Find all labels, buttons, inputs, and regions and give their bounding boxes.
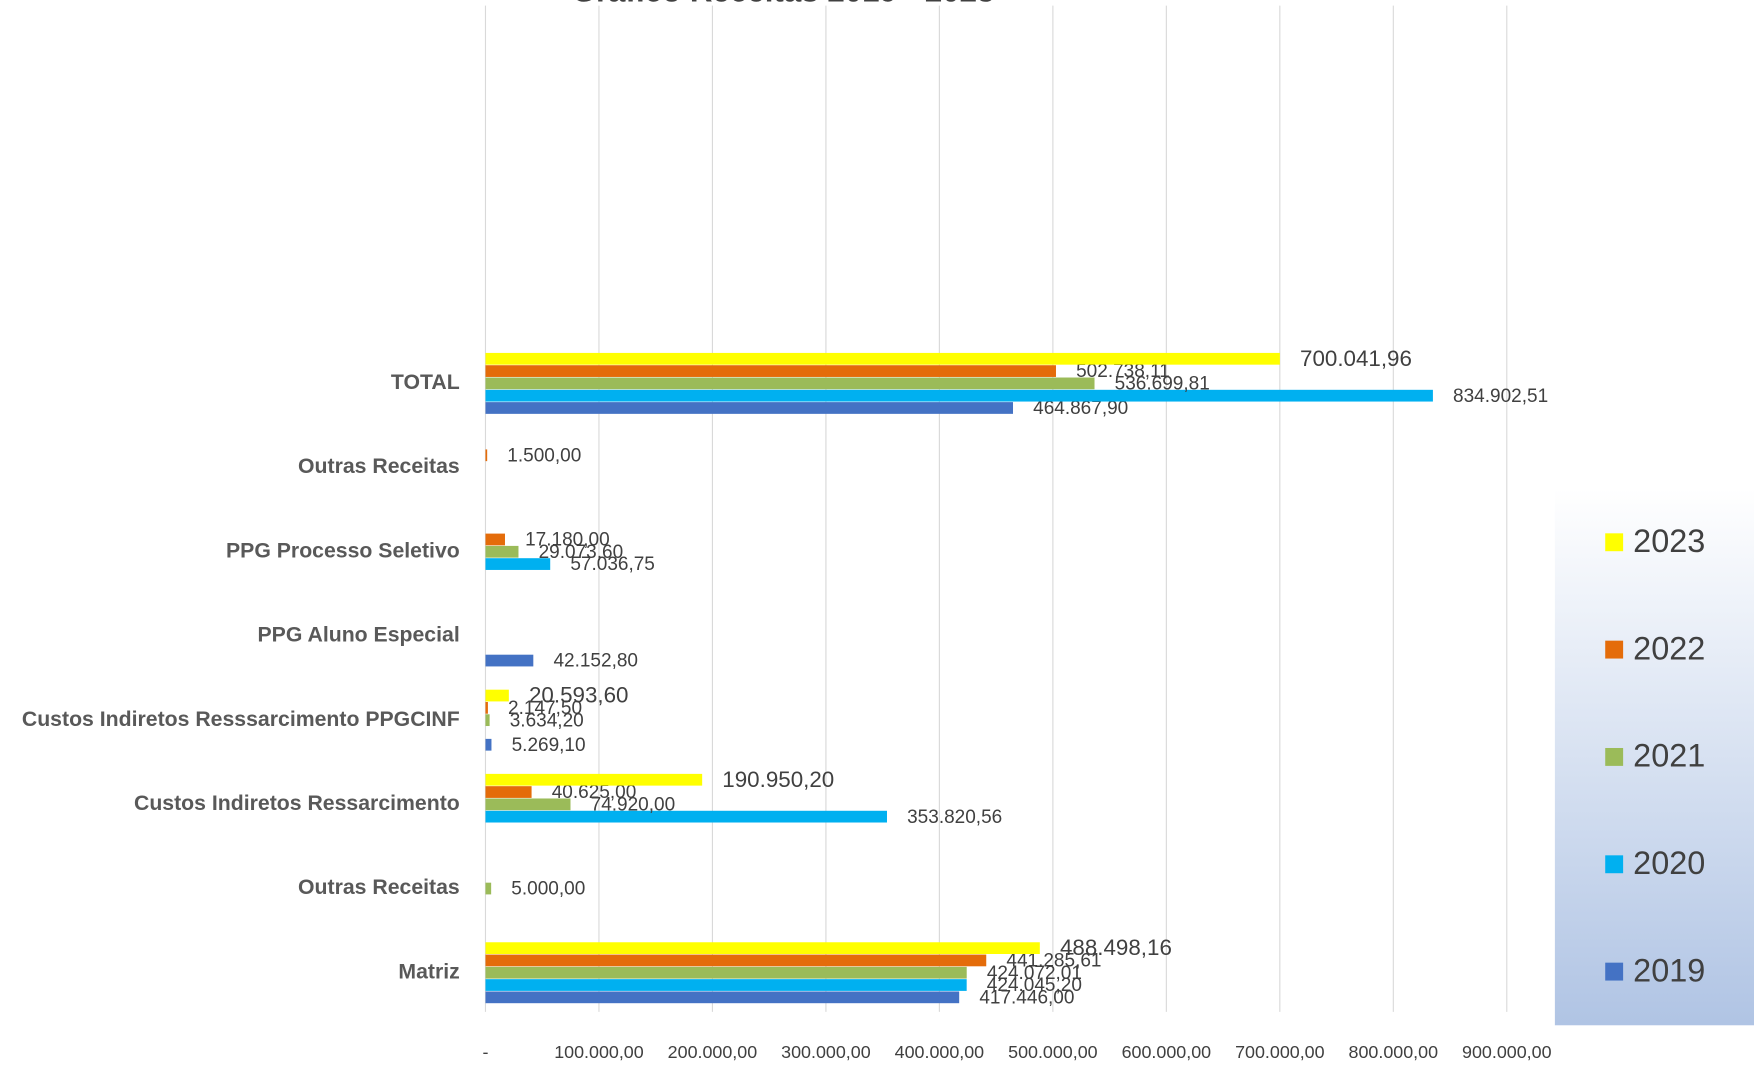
bar (485, 882, 492, 895)
bar (485, 798, 571, 811)
bar (485, 402, 1014, 414)
legend-swatch (1605, 855, 1624, 874)
value-label: 74.920,00 (591, 794, 676, 815)
value-label: 40.625,00 (552, 782, 637, 803)
category-label: TOTAL (391, 370, 460, 394)
bar (485, 810, 887, 823)
legend-swatch (1605, 747, 1624, 766)
value-label: 353.820,56 (907, 807, 1002, 828)
x-tick-label: - (483, 1042, 489, 1062)
value-label: 464.867,90 (1033, 398, 1128, 419)
x-tick-label: 700.000,00 (1235, 1042, 1325, 1062)
value-label: 17.180,00 (525, 530, 610, 551)
x-tick-label: 900.000,00 (1462, 1042, 1552, 1062)
chart-title: Gráfico Receitas 2019 - 2023 (572, 0, 995, 9)
legend-label: 2023 (1633, 523, 1705, 559)
bar (485, 954, 987, 967)
bar (485, 786, 532, 798)
bar (485, 558, 551, 570)
category-label: Custos Indiretos Resssarcimento PPGCINF (22, 707, 460, 731)
value-label: 42.152,80 (553, 651, 638, 672)
bar (485, 701, 488, 714)
value-label: 1.500,00 (507, 445, 581, 466)
x-tick-label: 800.000,00 (1349, 1042, 1439, 1062)
value-label: 424.072,01 (987, 963, 1082, 984)
legend-swatch (1605, 640, 1624, 659)
value-label: 20.593,60 (529, 683, 629, 708)
category-label: PPG Aluno Especial (258, 623, 460, 647)
legend-label: 2020 (1633, 845, 1705, 881)
value-label: 57.036,75 (570, 554, 655, 575)
bar (485, 377, 1095, 390)
value-label: 5.269,10 (512, 735, 586, 756)
value-label: 536.699,81 (1115, 374, 1210, 395)
legend-label: 2019 (1633, 952, 1705, 988)
bar (485, 545, 519, 558)
value-label: 417.446,00 (979, 987, 1074, 1008)
bar (485, 942, 1040, 954)
legend-swatch (1605, 533, 1624, 552)
category-label: Custos Indiretos Ressarcimento (134, 791, 460, 815)
value-label: 502.738,11 (1076, 361, 1170, 382)
bar (485, 714, 490, 727)
bar (485, 689, 509, 702)
bar (485, 738, 492, 751)
value-label: 2.147,50 (508, 698, 582, 719)
x-tick-label: 300.000,00 (781, 1042, 871, 1062)
value-label: 441.285,61 (1006, 951, 1101, 972)
x-tick-label: 500.000,00 (1008, 1042, 1098, 1062)
legend-box (1554, 488, 1754, 1026)
bar (485, 352, 1280, 365)
x-tick-label: 400.000,00 (895, 1042, 985, 1062)
category-label: Matriz (398, 959, 459, 983)
value-label: 700.041,96 (1300, 346, 1412, 371)
value-label: 29.073,60 (539, 542, 624, 563)
legend-label: 2021 (1633, 738, 1705, 774)
x-tick-label: 100.000,00 (554, 1042, 644, 1062)
legend-label: 2022 (1633, 630, 1705, 666)
category-label: PPG Processo Seletivo (226, 538, 460, 562)
value-label: 834.902,51 (1453, 386, 1548, 407)
bar (485, 966, 967, 979)
category-label: Outras Receitas (298, 875, 460, 899)
x-tick-label: 200.000,00 (668, 1042, 758, 1062)
bar (485, 449, 488, 462)
value-label: 3.634,20 (510, 710, 584, 731)
bar (485, 773, 703, 786)
value-label: 190.950,20 (722, 767, 834, 792)
bar (485, 991, 960, 1004)
legend-swatch (1605, 962, 1624, 981)
x-tick-label: 600.000,00 (1122, 1042, 1212, 1062)
bar (485, 654, 534, 667)
bar (485, 365, 1056, 377)
bar (485, 533, 505, 546)
bar (485, 979, 967, 991)
bar (485, 389, 1433, 402)
value-label: 424.045,20 (987, 975, 1082, 996)
value-label: 488.498,16 (1060, 935, 1172, 960)
value-label: 5.000,00 (511, 879, 585, 900)
category-label: Outras Receitas (298, 454, 460, 478)
